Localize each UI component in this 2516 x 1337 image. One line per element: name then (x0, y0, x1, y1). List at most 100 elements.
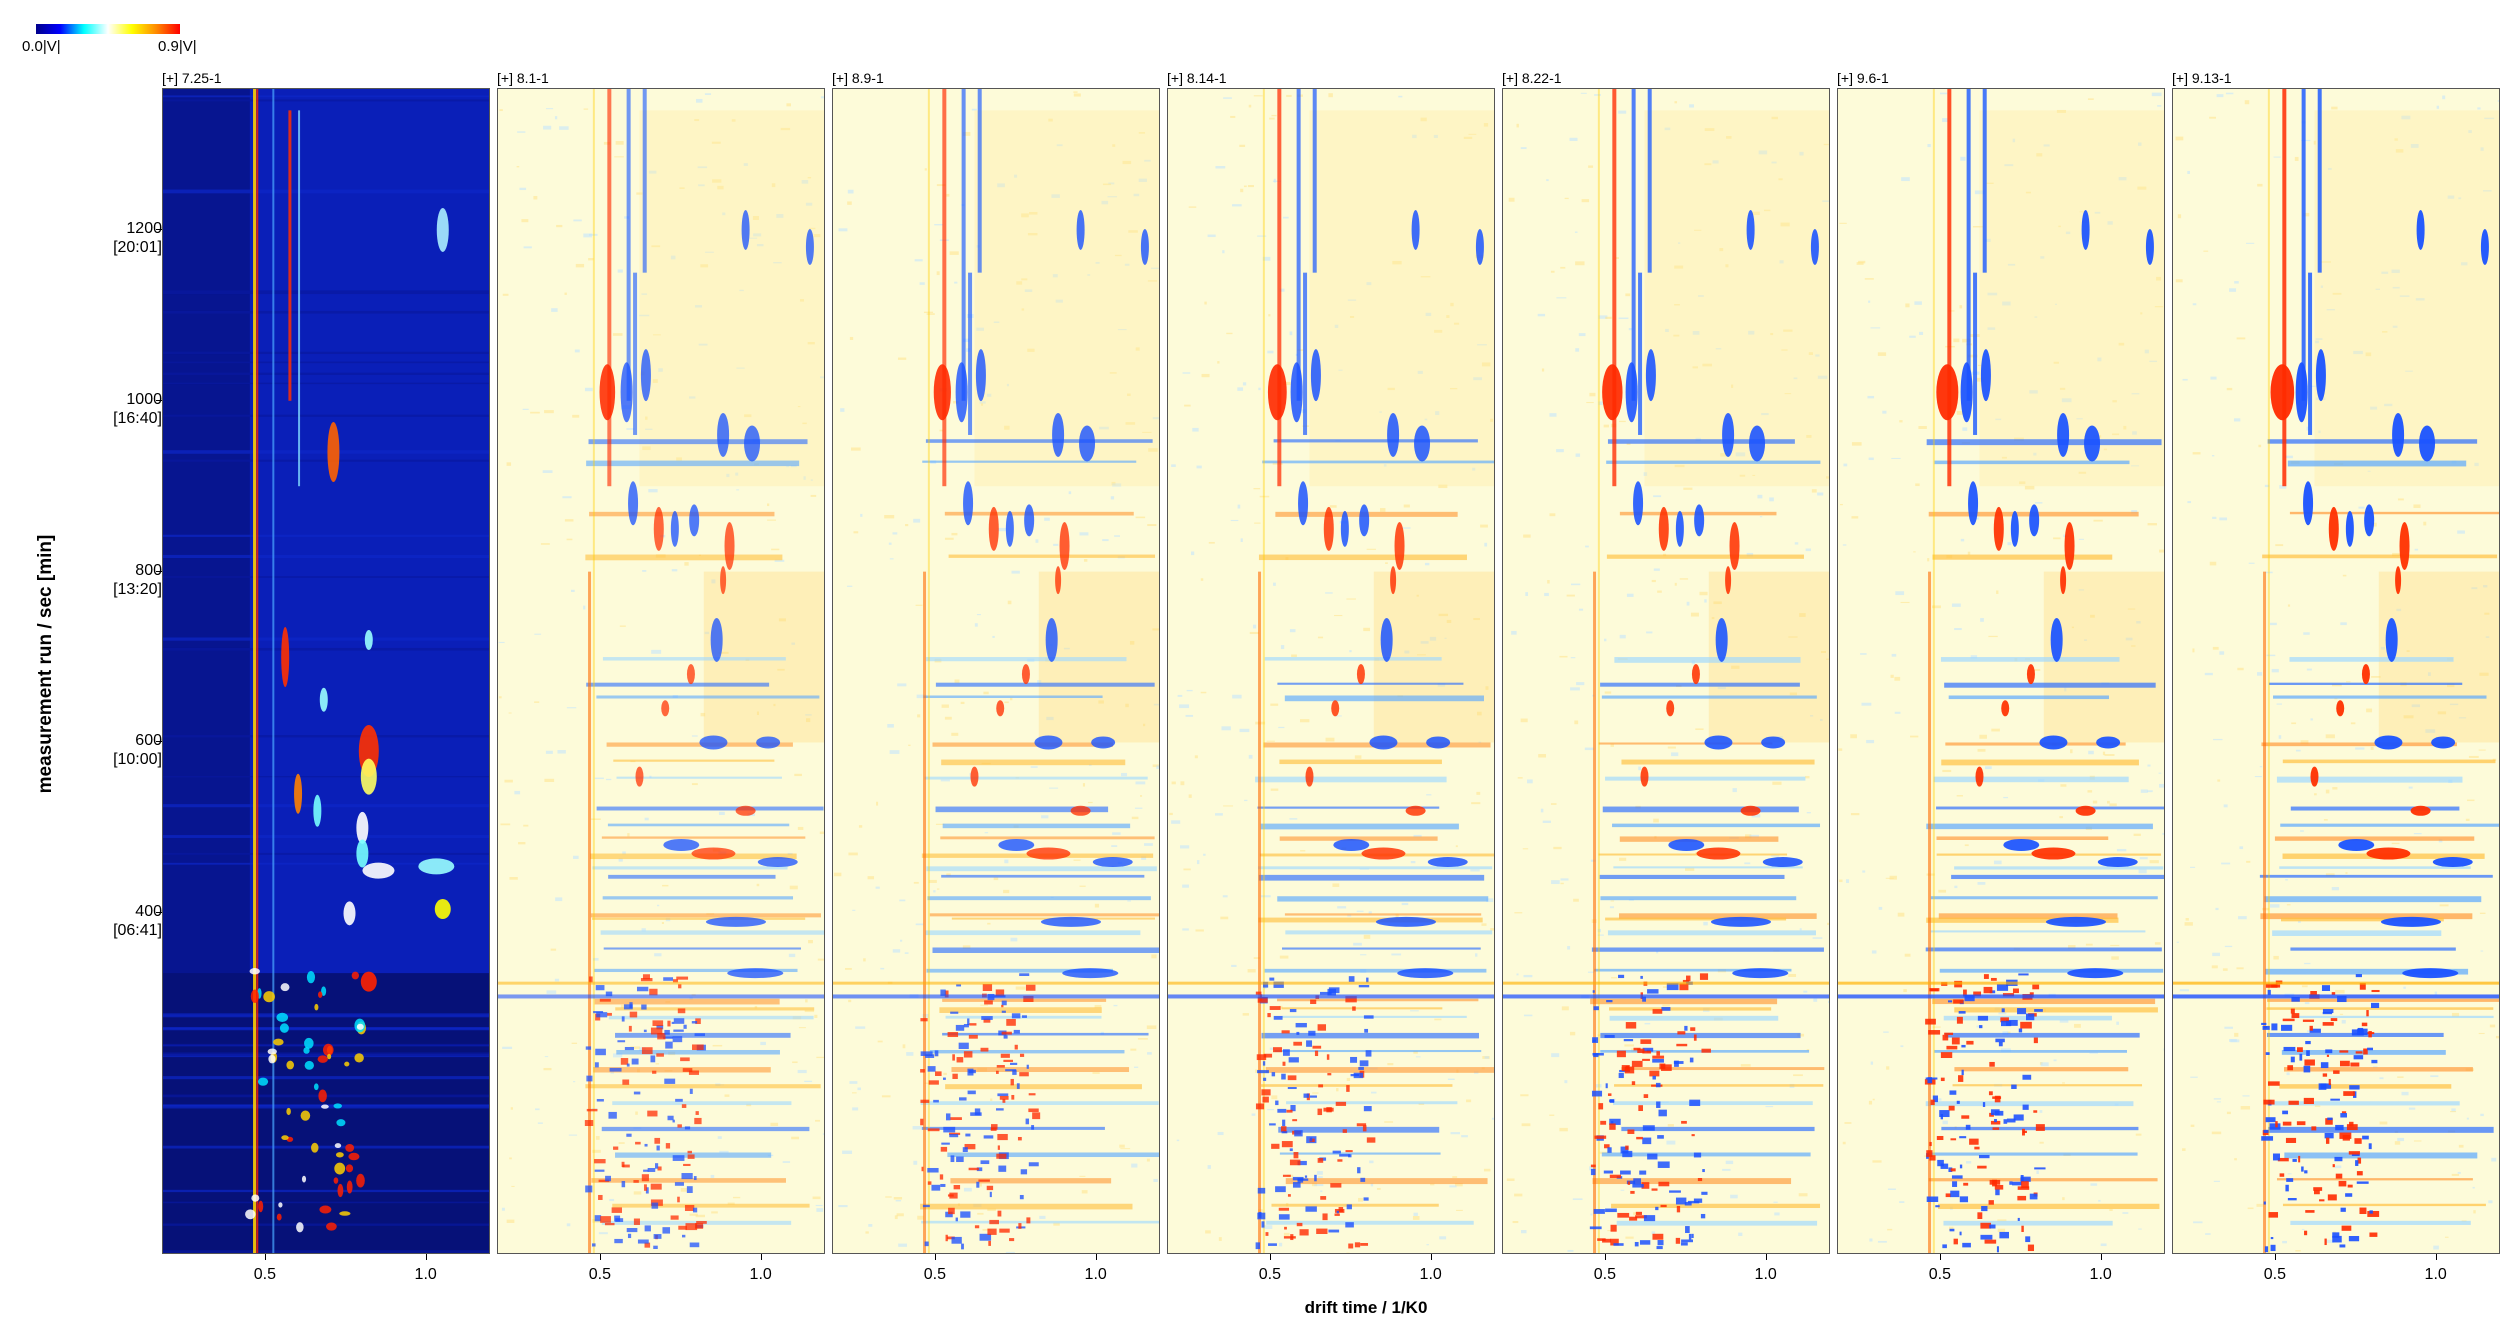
horizontal-stripe (2264, 896, 2482, 903)
horizontal-stripe (942, 823, 1131, 829)
horizontal-stripe (1266, 1220, 1474, 1225)
noise (1490, 928, 1494, 931)
low-region-feature (2288, 1100, 2299, 1105)
low-region-feature (1001, 1004, 1004, 1008)
low-region-feature (1669, 1190, 1681, 1193)
noise (519, 187, 527, 191)
peak-spot (267, 1048, 277, 1055)
heatmap-panel-2 (497, 88, 825, 1254)
peak-blue (757, 857, 798, 868)
low-region-feature (1356, 1123, 1367, 1127)
low-region-feature (1946, 1045, 1958, 1050)
low-region-feature (1255, 1103, 1265, 1110)
noise (2187, 501, 2192, 504)
noise (1196, 860, 1200, 865)
noise (514, 790, 521, 795)
noise (1877, 352, 1887, 356)
low-region-feature (653, 1234, 662, 1239)
noise (1044, 517, 1050, 521)
peak-blue (1732, 968, 1789, 979)
low-region-feature (1978, 1155, 1990, 1159)
noise (819, 831, 824, 835)
noise (786, 466, 790, 468)
noise (946, 873, 951, 877)
noise (917, 714, 921, 718)
noise (2303, 632, 2310, 635)
noise (571, 1042, 578, 1044)
noise (752, 215, 759, 220)
peak-spot (311, 1142, 319, 1153)
noise (844, 967, 852, 970)
low-region-feature (1269, 1123, 1276, 1126)
noise (613, 1053, 623, 1058)
noise (1720, 453, 1728, 457)
noise (1188, 206, 1197, 208)
low-region-feature (949, 1134, 959, 1138)
horizontal-stripe (596, 695, 820, 699)
noise (1674, 304, 1680, 306)
noise (2222, 968, 2228, 971)
noise (1788, 973, 1797, 977)
low-region-feature (1010, 1062, 1018, 1065)
noise (1651, 579, 1656, 583)
noise (1962, 338, 1971, 343)
peak-red (996, 700, 1005, 717)
noise (533, 195, 538, 200)
noise (1609, 906, 1614, 909)
low-region-feature (2291, 1013, 2300, 1019)
peak-spot (317, 1055, 328, 1063)
noise (1334, 324, 1339, 328)
noise (924, 168, 927, 171)
heatmap-svg (1503, 89, 1829, 1253)
noise (1328, 93, 1333, 98)
noise (2325, 789, 2330, 794)
noise (2425, 729, 2436, 733)
noise (732, 1196, 741, 1199)
noise (566, 538, 573, 541)
noise (1051, 194, 1060, 198)
noise (1813, 998, 1818, 1002)
noise (1887, 1188, 1896, 1190)
peak-streak (298, 110, 301, 487)
low-region-feature (636, 986, 649, 992)
noise (1079, 1175, 1086, 1177)
low-region-feature (1281, 1141, 1293, 1148)
noise (2224, 945, 2233, 948)
peak-spot (313, 794, 322, 827)
noise (791, 642, 796, 645)
noise (1985, 766, 1992, 770)
low-region-feature (1635, 1215, 1647, 1219)
noise (1481, 923, 1487, 926)
noise (963, 1187, 972, 1192)
noise (855, 1026, 866, 1029)
noise (2019, 481, 2026, 485)
heatmap-svg (163, 89, 489, 1253)
horizontal-band (163, 382, 489, 385)
low-region-feature (1631, 1060, 1643, 1067)
noise (2314, 793, 2317, 796)
vertical-streak (2317, 89, 2322, 273)
noise (1121, 772, 1128, 777)
noise (1550, 803, 1557, 805)
peak-spot (286, 1107, 291, 1116)
low-region-feature (2345, 1193, 2353, 1197)
peak-spot (245, 1209, 256, 1220)
peak-spot (251, 1194, 260, 1202)
noise (1653, 495, 1662, 498)
noise (824, 750, 825, 751)
x-tick-label: 1.0 (2089, 1266, 2112, 1283)
low-region-feature (1328, 1229, 1340, 1233)
low-region-feature (651, 1202, 659, 1209)
noise (2225, 92, 2234, 95)
noise (2266, 654, 2276, 657)
horizontal-stripe (602, 657, 786, 661)
noise (1142, 431, 1152, 433)
peak-blue (1369, 735, 1398, 750)
noise (2294, 156, 2299, 161)
low-region-feature (2362, 1135, 2369, 1140)
low-region-feature (1974, 1146, 1980, 1150)
noise (642, 570, 647, 572)
noise (630, 1046, 641, 1049)
noise (2318, 430, 2321, 434)
noise (1991, 728, 2000, 732)
